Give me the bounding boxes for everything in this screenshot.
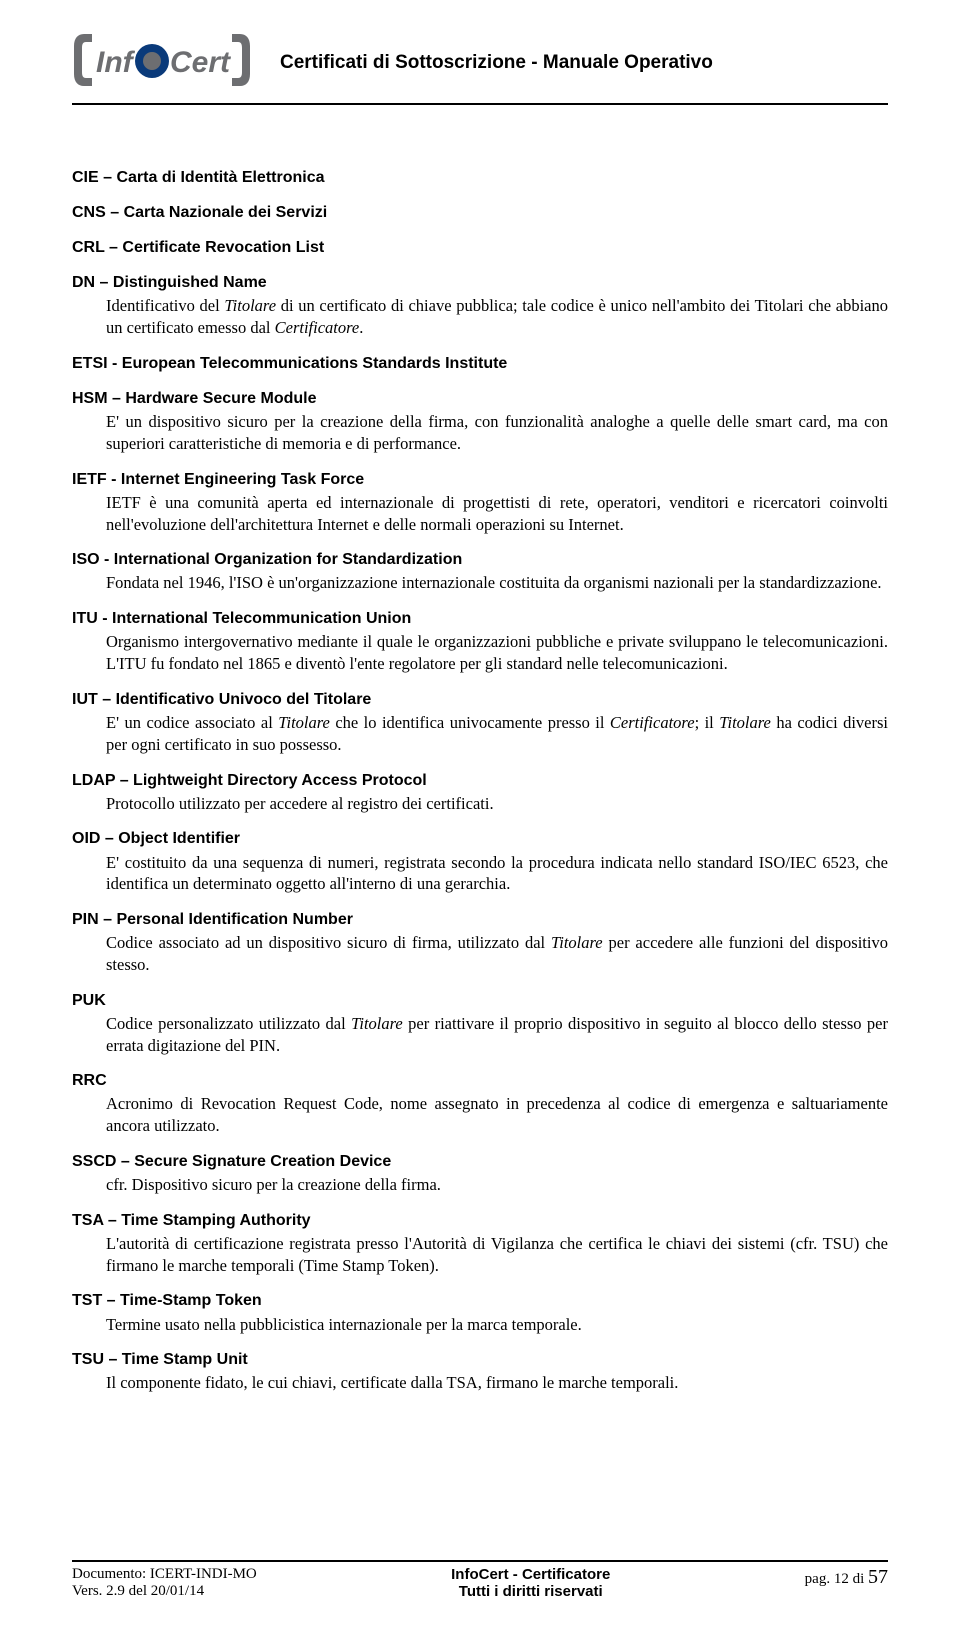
doc-version: Vers. 2.9 del 20/01/14	[72, 1583, 257, 1600]
term-body: E' un dispositivo sicuro per la creazion…	[106, 411, 888, 455]
term-head: TSU – Time Stamp Unit	[72, 1349, 888, 1370]
footer-center1: InfoCert - Certificatore	[451, 1566, 610, 1583]
term-body: E' costituito da una sequenza di numeri,…	[106, 852, 888, 896]
footer-row: Documento: ICERT-INDI-MO Vers. 2.9 del 2…	[72, 1566, 888, 1600]
svg-text:Inf: Inf	[96, 46, 136, 79]
term-head: IETF - Internet Engineering Task Force	[72, 469, 888, 490]
term-body: Il componente fidato, le cui chiavi, cer…	[106, 1372, 888, 1394]
term-head: TST – Time-Stamp Token	[72, 1290, 888, 1311]
infocert-logo: Inf Cert	[72, 28, 252, 97]
term-head: SSCD – Secure Signature Creation Device	[72, 1151, 888, 1172]
term-head: PUK	[72, 990, 888, 1011]
term-body: cfr. Dispositivo sicuro per la creazione…	[106, 1174, 888, 1196]
doc-id: Documento: ICERT-INDI-MO	[72, 1566, 257, 1583]
page: Inf Cert Certificati di Sottoscrizione -…	[0, 0, 960, 1630]
term-head: IUT – Identificativo Univoco del Titolar…	[72, 689, 888, 710]
term-head: DN – Distinguished Name	[72, 272, 888, 293]
term-body: Termine usato nella pubblicistica intern…	[106, 1314, 888, 1336]
svg-text:Cert: Cert	[170, 46, 232, 79]
doc-title: Certificati di Sottoscrizione - Manuale …	[270, 52, 888, 74]
footer-center: InfoCert - Certificatore Tutti i diritti…	[451, 1566, 610, 1600]
term-head: ETSI - European Telecommunications Stand…	[72, 353, 888, 374]
content: CIE – Carta di Identità Elettronica CNS –…	[72, 105, 888, 1394]
term-body: Codice associato ad un dispositivo sicur…	[106, 932, 888, 976]
page-sep: di	[849, 1571, 868, 1587]
term-body: Organismo intergovernativo mediante il q…	[106, 631, 888, 675]
term-body: Codice personalizzato utilizzato dal Tit…	[106, 1013, 888, 1057]
term-head: ISO - International Organization for Sta…	[72, 549, 888, 570]
footer-center2: Tutti i diritti riservati	[451, 1583, 610, 1600]
term-body: Acronimo di Revocation Request Code, nom…	[106, 1093, 888, 1137]
term-head: ITU - International Telecommunication Un…	[72, 608, 888, 629]
term-head: CNS – Carta Nazionale dei Servizi	[72, 202, 888, 223]
footer-right: pag. 12 di 57	[805, 1566, 888, 1600]
term-head: RRC	[72, 1070, 888, 1091]
term-body: IETF è una comunità aperta ed internazio…	[106, 492, 888, 536]
term-head: HSM – Hardware Secure Module	[72, 388, 888, 409]
term-body: Protocollo utilizzato per accedere al re…	[106, 793, 888, 815]
footer-left: Documento: ICERT-INDI-MO Vers. 2.9 del 2…	[72, 1566, 257, 1600]
term-body: Fondata nel 1946, l'ISO è un'organizzazi…	[106, 572, 888, 594]
term-head: OID – Object Identifier	[72, 828, 888, 849]
footer: Documento: ICERT-INDI-MO Vers. 2.9 del 2…	[72, 1560, 888, 1600]
term-head: CRL – Certificate Revocation List	[72, 237, 888, 258]
term-body: Identificativo del Titolare di un certif…	[106, 295, 888, 339]
term-head: TSA – Time Stamping Authority	[72, 1210, 888, 1231]
page-prefix: pag.	[805, 1571, 834, 1587]
term-head: LDAP – Lightweight Directory Access Prot…	[72, 770, 888, 791]
term-head: PIN – Personal Identification Number	[72, 909, 888, 930]
footer-rule	[72, 1560, 888, 1562]
header-row: Inf Cert Certificati di Sottoscrizione -…	[72, 28, 888, 97]
page-cur: 12	[834, 1571, 849, 1587]
term-body: E' un codice associato al Titolare che l…	[106, 712, 888, 756]
term-head: CIE – Carta di Identità Elettronica	[72, 167, 888, 188]
page-tot: 57	[868, 1566, 888, 1588]
term-body: L'autorità di certificazione registrata …	[106, 1233, 888, 1277]
